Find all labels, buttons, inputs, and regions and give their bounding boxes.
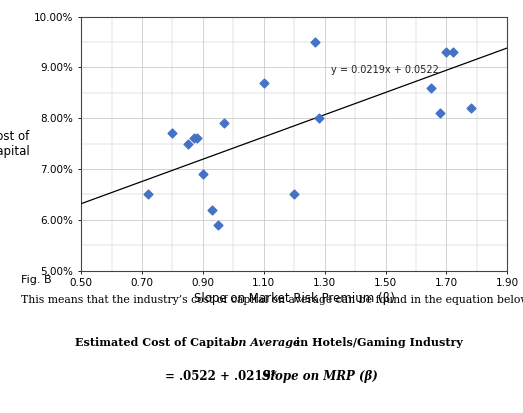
Text: Fig. B: Fig. B xyxy=(21,275,52,285)
Text: Estimated Cost of Capital: Estimated Cost of Capital xyxy=(75,337,239,348)
Point xyxy=(220,120,229,126)
Y-axis label: Cost of
Capital: Cost of Capital xyxy=(0,130,30,157)
Point xyxy=(427,84,435,91)
Point xyxy=(189,135,198,142)
Point xyxy=(259,79,268,86)
Point xyxy=(168,130,177,137)
Point xyxy=(214,221,222,228)
Point xyxy=(199,171,207,177)
Point xyxy=(436,110,445,116)
Point xyxy=(290,191,298,198)
Point xyxy=(208,206,216,213)
Point xyxy=(467,104,475,111)
Text: on Average: on Average xyxy=(231,337,301,348)
Point xyxy=(448,49,457,55)
Point xyxy=(314,115,323,121)
Point xyxy=(144,191,152,198)
Point xyxy=(184,140,192,147)
Point xyxy=(311,39,320,45)
Text: Slope on MRP (β): Slope on MRP (β) xyxy=(262,370,377,382)
Point xyxy=(192,135,201,142)
Text: = .0522 + .0219*: = .0522 + .0219* xyxy=(165,370,277,382)
X-axis label: Slope on Market Risk Premium (β): Slope on Market Risk Premium (β) xyxy=(194,292,395,305)
Text: in Hotels/Gaming Industry: in Hotels/Gaming Industry xyxy=(292,337,462,348)
Text: y = 0.0219x + 0.0522: y = 0.0219x + 0.0522 xyxy=(331,65,439,75)
Text: This means that the industry’s cost of capital on average can be found in the eq: This means that the industry’s cost of c… xyxy=(21,295,523,305)
Point xyxy=(442,49,451,55)
